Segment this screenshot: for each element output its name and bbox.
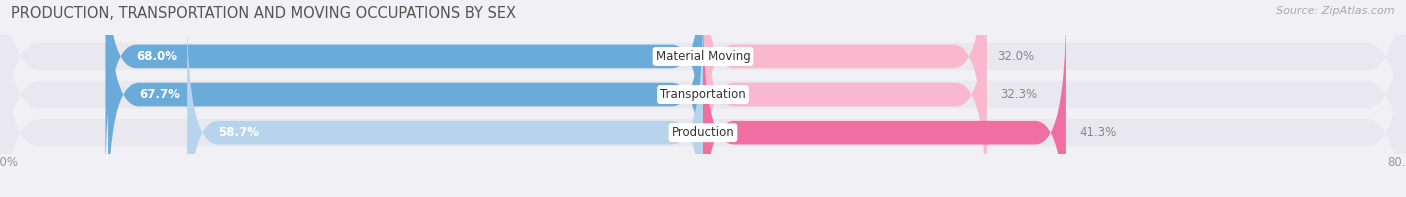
FancyBboxPatch shape	[187, 11, 703, 197]
FancyBboxPatch shape	[108, 0, 703, 197]
Text: Material Moving: Material Moving	[655, 50, 751, 63]
Text: 32.3%: 32.3%	[1000, 88, 1038, 101]
Text: Source: ZipAtlas.com: Source: ZipAtlas.com	[1277, 6, 1395, 16]
FancyBboxPatch shape	[703, 0, 984, 178]
FancyBboxPatch shape	[703, 0, 987, 197]
FancyBboxPatch shape	[703, 11, 1066, 197]
Text: 41.3%: 41.3%	[1080, 126, 1116, 139]
Text: 32.0%: 32.0%	[997, 50, 1035, 63]
Text: 68.0%: 68.0%	[136, 50, 177, 63]
Text: PRODUCTION, TRANSPORTATION AND MOVING OCCUPATIONS BY SEX: PRODUCTION, TRANSPORTATION AND MOVING OC…	[11, 6, 516, 21]
Text: 58.7%: 58.7%	[218, 126, 259, 139]
Text: Production: Production	[672, 126, 734, 139]
Text: Transportation: Transportation	[661, 88, 745, 101]
Text: 67.7%: 67.7%	[139, 88, 180, 101]
FancyBboxPatch shape	[105, 0, 703, 178]
